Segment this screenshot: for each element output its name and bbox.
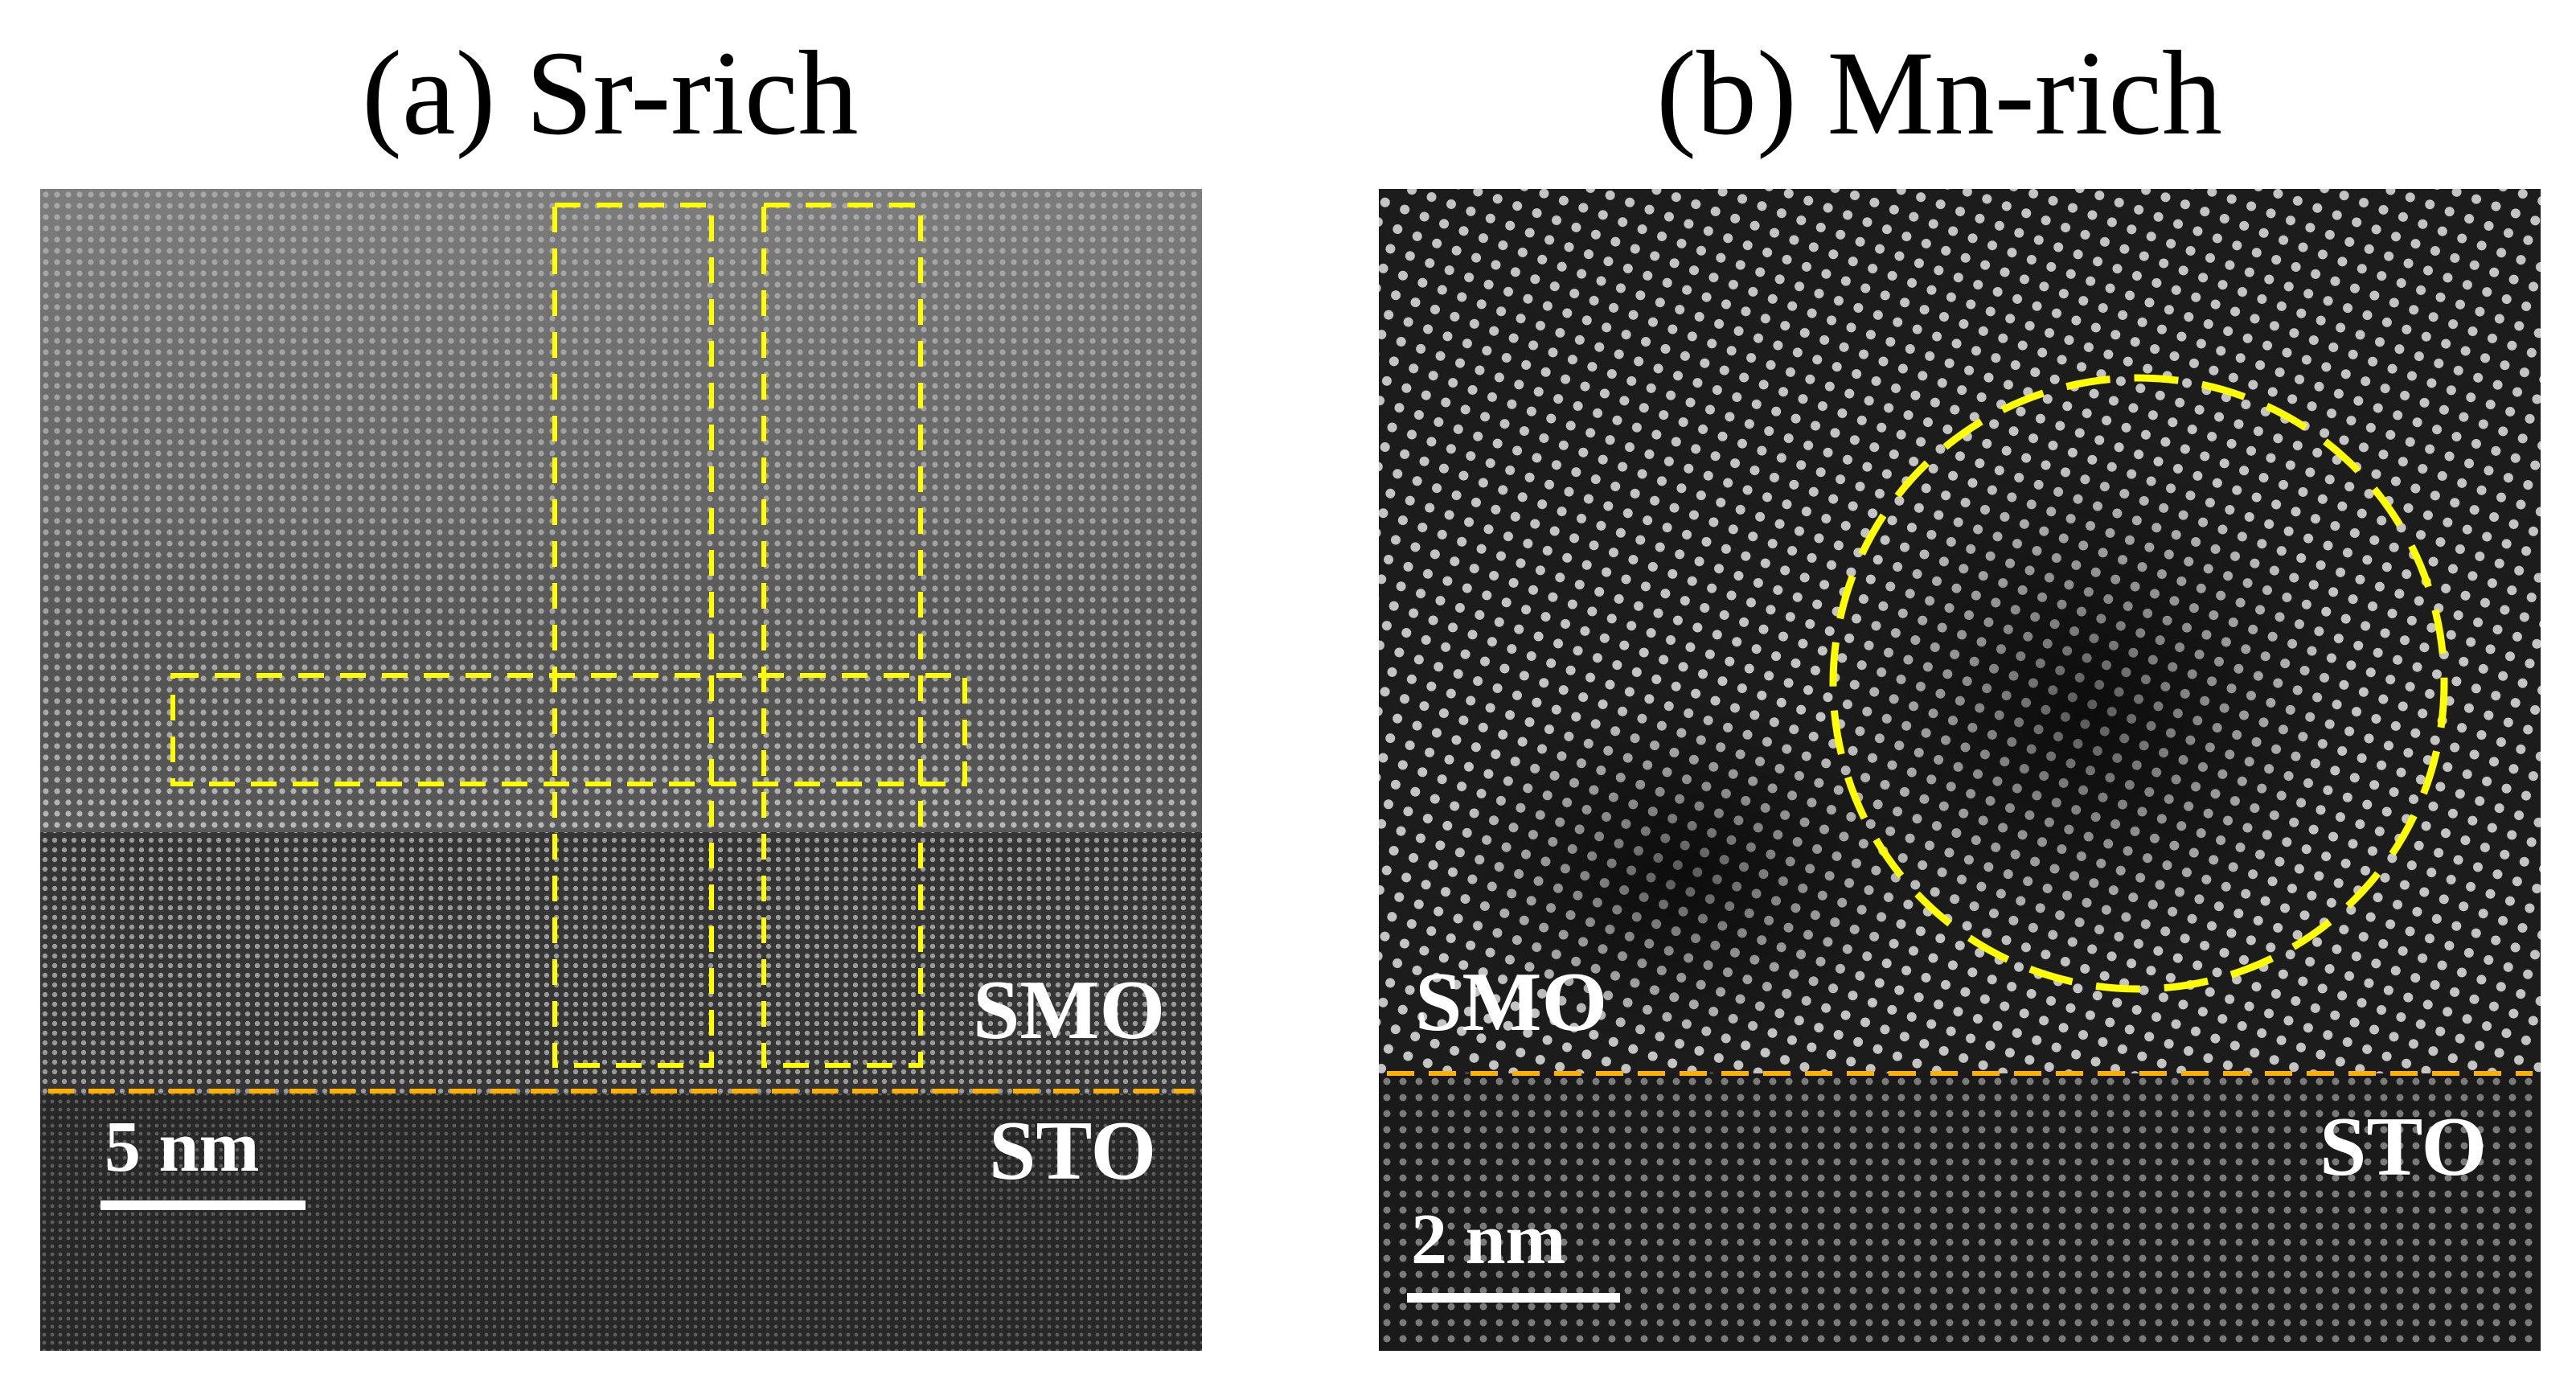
scale-bar-label-b: 2 nm <box>1411 1200 1566 1279</box>
panel-b-title: (b) Mn-rich <box>1656 27 2222 160</box>
mn-rich-lattice-image <box>1379 189 2541 1351</box>
scale-bar-b <box>1407 1293 1620 1303</box>
panel-a-title: (a) Sr-rich <box>362 27 859 160</box>
defect-highlight-boxes <box>170 203 967 1068</box>
sr-rich-lattice-image <box>40 189 1202 1351</box>
sto-layer-label-b: STO <box>2320 1099 2488 1193</box>
scale-bar-label-a: 5 nm <box>105 1107 260 1187</box>
scale-bar-a <box>100 1200 306 1210</box>
mn-rich-region-circle <box>1829 374 2448 993</box>
sto-layer-label-a: STO <box>989 1103 1157 1197</box>
smo-layer-label-a: SMO <box>973 962 1166 1057</box>
mn-rich-micrograph: SMO STO 2 nm <box>1379 189 2541 1351</box>
sr-rich-micrograph: SMO STO 5 nm <box>40 189 1202 1351</box>
smo-layer-label-b: SMO <box>1415 954 1608 1048</box>
